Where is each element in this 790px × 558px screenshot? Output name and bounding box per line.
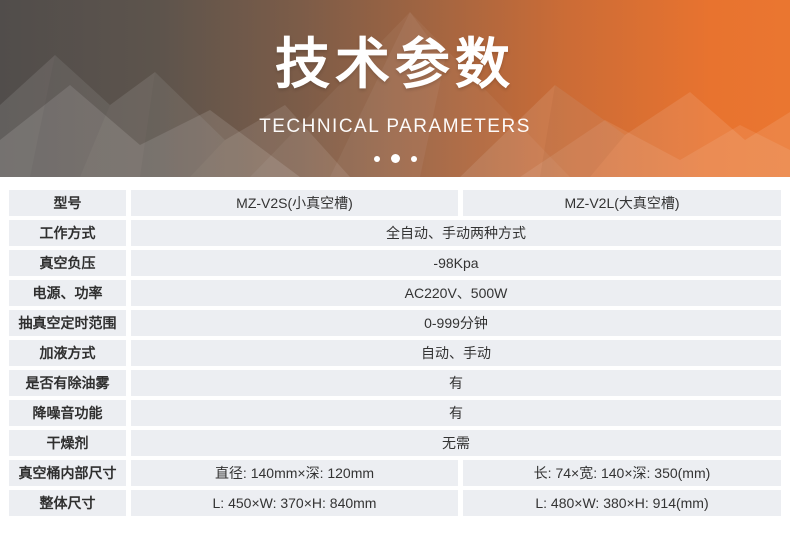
spec-value-right: 长: 74×宽: 140×深: 350(mm) [463,460,781,486]
table-row: 降噪音功能 有 [9,400,781,426]
spec-value: 无需 [131,430,781,456]
spec-value: -98Kpa [131,250,781,276]
spec-value: 0-999分钟 [131,310,781,336]
table-row: 加液方式 自动、手动 [9,340,781,366]
page-subtitle: TECHNICAL PARAMETERS [259,116,531,137]
page-title: 技术参数 [274,33,515,95]
spec-label: 加液方式 [9,340,126,366]
table-row: 真空桶内部尺寸 直径: 140mm×深: 120mm 长: 74×宽: 140×… [9,460,781,486]
spec-value-left: MZ-V2S(小真空槽) [131,190,458,216]
spec-label: 真空负压 [9,250,126,276]
table-row: 型号 MZ-V2S(小真空槽) MZ-V2L(大真空槽) [9,190,781,216]
spec-value: AC220V、500W [131,280,781,306]
spec-value: 自动、手动 [131,340,781,366]
spec-value-left: L: 450×W: 370×H: 840mm [131,490,458,516]
spec-label: 降噪音功能 [9,400,126,426]
table-row: 电源、功率 AC220V、500W [9,280,781,306]
spec-value-left: 直径: 140mm×深: 120mm [131,460,458,486]
table-row: 抽真空定时范围 0-999分钟 [9,310,781,336]
dot-icon [390,154,400,163]
spec-value: 全自动、手动两种方式 [131,220,781,246]
dot-icon [410,155,417,162]
spec-label: 抽真空定时范围 [9,310,126,336]
spec-label: 整体尺寸 [9,490,126,516]
table-row: 整体尺寸 L: 450×W: 370×H: 840mm L: 480×W: 38… [9,490,781,516]
dot-icon [373,155,380,162]
spec-value: 有 [131,370,781,396]
spec-label: 电源、功率 [9,280,126,306]
table-row: 干燥剂 无需 [9,430,781,456]
spec-label: 真空桶内部尺寸 [9,460,126,486]
spec-label: 干燥剂 [9,430,126,456]
spec-label: 工作方式 [9,220,126,246]
spec-label: 是否有除油雾 [9,370,126,396]
table-row: 工作方式 全自动、手动两种方式 [9,220,781,246]
dots-decoration [373,154,417,163]
spec-value: 有 [131,400,781,426]
spec-table: 型号 MZ-V2S(小真空槽) MZ-V2L(大真空槽) 工作方式 全自动、手动… [9,190,781,516]
spec-label: 型号 [9,190,126,216]
spec-value-right: MZ-V2L(大真空槽) [463,190,781,216]
header-banner: 技术参数 TECHNICAL PARAMETERS [0,0,790,177]
table-row: 是否有除油雾 有 [9,370,781,396]
table-row: 真空负压 -98Kpa [9,250,781,276]
spec-value-right: L: 480×W: 380×H: 914(mm) [463,490,781,516]
